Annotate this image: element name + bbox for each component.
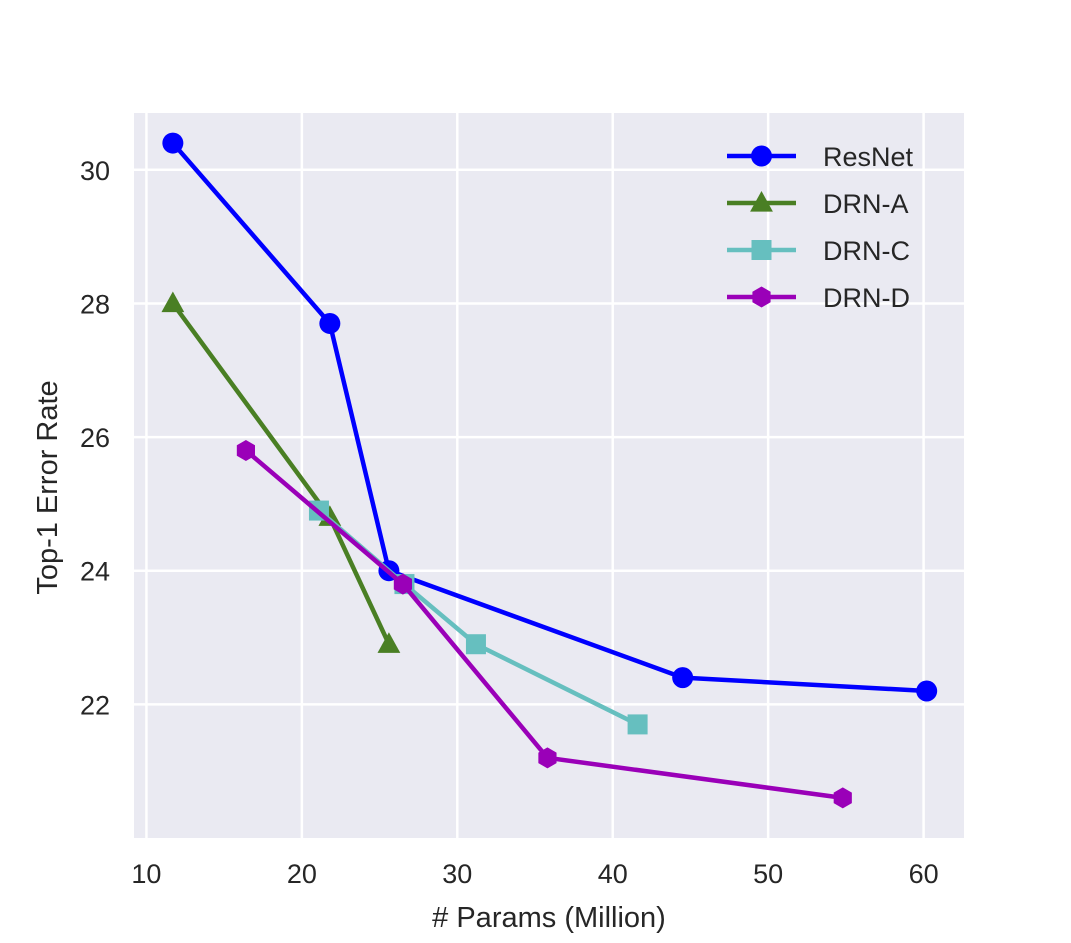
y-axis-label: Top-1 Error Rate [32, 380, 64, 594]
x-tick-label: 30 [442, 859, 472, 889]
x-tick-label: 20 [287, 859, 317, 889]
data-point-drn-a [377, 632, 401, 653]
x-tick-label: 10 [131, 859, 161, 889]
data-point-drn-d [538, 747, 557, 769]
series-drn-d [236, 439, 852, 809]
data-point-drn-c [627, 714, 648, 735]
data-point-resnet [162, 132, 184, 154]
data-point-drn-d [833, 787, 852, 809]
tick-labels: 10 20 30 40 50 60 22 24 26 28 30 [80, 156, 939, 889]
data-point-resnet [916, 680, 938, 702]
legend-item-drn-a: DRN-A [727, 189, 909, 219]
y-tick-label: 28 [80, 289, 110, 319]
legend-marker-drn-d [752, 286, 771, 308]
data-point-drn-d [236, 439, 256, 461]
series-layer [161, 132, 938, 809]
legend-label-drn-d: DRN-D [823, 283, 910, 313]
legend-item-drn-c: DRN-C [727, 236, 910, 266]
x-tick-label: 40 [598, 859, 628, 889]
y-tick-label: 24 [80, 557, 110, 587]
legend-marker-drn-a [750, 191, 773, 212]
y-tick-label: 26 [80, 423, 110, 453]
data-point-resnet [319, 312, 341, 334]
y-tick-label: 22 [80, 690, 110, 720]
data-point-drn-a [318, 505, 342, 526]
grid [134, 113, 964, 838]
legend-item-drn-d: DRN-D [727, 283, 910, 313]
x-tick-label: 50 [753, 859, 783, 889]
legend-marker-drn-c [751, 240, 772, 260]
legend-label-drn-c: DRN-C [823, 236, 910, 266]
x-tick-label: 60 [909, 859, 939, 889]
legend-item-resnet: ResNet [727, 142, 914, 172]
legend-marker-resnet [751, 145, 772, 167]
plot-background [134, 113, 964, 838]
data-point-drn-a [161, 291, 185, 313]
x-axis-label: # Params (Million) [432, 902, 666, 934]
series-line-drn-d [243, 448, 846, 801]
legend-label-resnet: ResNet [823, 142, 914, 172]
legend-label-drn-a: DRN-A [823, 189, 909, 219]
data-point-resnet [672, 667, 694, 689]
legend: ResNet DRN-A DRN-C DRN-D [727, 142, 914, 313]
y-tick-label: 30 [80, 156, 110, 186]
data-point-drn-c [465, 634, 486, 655]
data-point-drn-d [393, 573, 412, 595]
